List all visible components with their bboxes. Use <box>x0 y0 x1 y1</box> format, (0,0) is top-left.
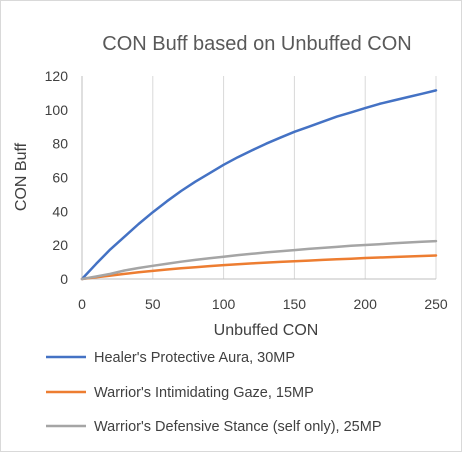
legend-label-3: Warrior's Defensive Stance (self only), … <box>94 419 382 435</box>
y-axis-label: CON Buff <box>13 142 30 211</box>
y-tick-label: 120 <box>45 68 69 84</box>
chart-title: CON Buff based on Unbuffed CON <box>102 33 411 55</box>
x-tick-label: 50 <box>145 296 161 312</box>
series-line-1 <box>80 89 438 281</box>
x-tick-label: 100 <box>212 296 236 312</box>
legend: Healer's Protective Aura, 30MP Warrior's … <box>46 350 382 435</box>
legend-label-2: Warrior's Intimidating Gaze, 15MP <box>94 385 314 401</box>
y-tick-label: 0 <box>60 271 68 287</box>
x-tick-label: 150 <box>283 296 307 312</box>
x-tick-label: 200 <box>354 296 378 312</box>
y-tick-label: 80 <box>52 136 68 152</box>
tick-labels: 0 50 100 150 200 250 0 20 40 60 80 100 120 <box>45 68 448 312</box>
legend-label-1: Healer's Protective Aura, 30MP <box>94 350 295 366</box>
y-tick-label: 20 <box>52 237 68 253</box>
y-tick-label: 40 <box>52 203 68 219</box>
series-line-2 <box>80 254 438 281</box>
gridlines <box>152 76 437 279</box>
x-tick-label: 250 <box>424 296 448 312</box>
series-lines <box>80 89 438 281</box>
x-axis-label: Unbuffed CON <box>214 322 319 339</box>
series-line-3 <box>80 239 438 281</box>
y-tick-label: 100 <box>45 102 69 118</box>
x-tick-label: 0 <box>78 296 86 312</box>
axes <box>81 76 436 280</box>
y-tick-label: 60 <box>52 170 68 186</box>
